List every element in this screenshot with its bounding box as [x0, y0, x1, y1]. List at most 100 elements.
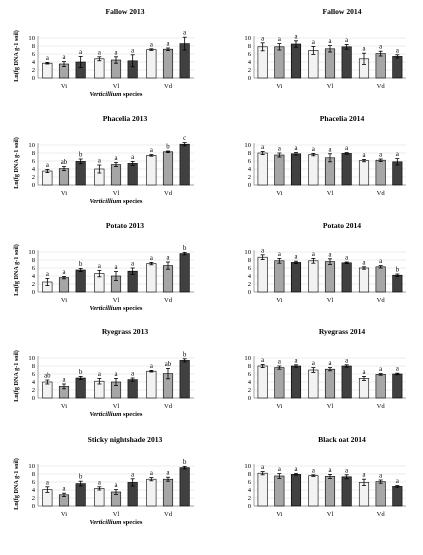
- y-tick-label: 0: [32, 182, 36, 189]
- y-tick-label: 0: [248, 503, 252, 510]
- significance-letter: a: [396, 47, 399, 54]
- bar-vi-s3: [75, 483, 86, 507]
- bar-vd-s2: [375, 481, 386, 507]
- significance-letter: a: [312, 146, 315, 153]
- x-tick-label: Vl: [113, 83, 120, 90]
- y-tick-label: 10: [28, 35, 35, 42]
- y-tick-label: 4: [248, 379, 252, 386]
- bar-vi-s1: [257, 152, 268, 186]
- x-tick-label: Vd: [377, 511, 386, 518]
- x-tick-label: Vl: [113, 297, 120, 304]
- y-tick-label: 0: [248, 182, 252, 189]
- bar-vd-s1: [146, 49, 157, 79]
- significance-letter: b: [79, 261, 83, 268]
- y-tick-label: 10: [244, 355, 251, 362]
- y-tick-label: 6: [248, 479, 252, 486]
- bar-vd-s1: [146, 155, 157, 186]
- bar-vi-s1: [257, 472, 268, 507]
- x-tick-label: Vi: [61, 511, 67, 518]
- significance-letter: a: [328, 360, 331, 367]
- x-axis-label: Verticillium species: [90, 519, 143, 526]
- significance-letter: a: [98, 49, 101, 56]
- significance-letter: a: [114, 371, 117, 378]
- x-axis-label-rest: species: [121, 305, 142, 312]
- y-tick-label: 8: [248, 257, 252, 264]
- significance-letter: a: [261, 144, 264, 151]
- bar-vi-s1: [42, 62, 53, 79]
- bar-vi-s3: [75, 161, 86, 186]
- x-axis-label: Verticillium species: [90, 411, 143, 418]
- x-axis-label-genus: Verticillium: [90, 198, 122, 205]
- significance-letter: a: [278, 359, 281, 366]
- x-tick-label: Vl: [113, 190, 120, 197]
- x-tick-label: Vd: [164, 403, 173, 410]
- significance-letter: a: [379, 258, 382, 265]
- significance-letter: a: [312, 39, 315, 46]
- bar-vi-s3: [290, 365, 302, 399]
- significance-letter: a: [362, 259, 365, 266]
- bar-vl-s3: [127, 163, 138, 186]
- bar-vl-s3: [341, 365, 352, 399]
- x-tick-label: Vl: [327, 511, 334, 518]
- bar-vd-s3: [179, 253, 190, 293]
- significance-letter: a: [261, 35, 264, 42]
- significance-letter: b: [396, 267, 400, 274]
- bar-vl-s3: [341, 262, 352, 293]
- significance-letter: a: [278, 36, 281, 43]
- y-tick-label: 6: [248, 158, 252, 165]
- x-tick-label: Vl: [327, 403, 334, 410]
- y-axis-label: Ln(fg DNA g-1 soil): [13, 30, 20, 82]
- y-tick-label: 4: [32, 379, 36, 386]
- y-tick-label: 2: [32, 387, 35, 394]
- y-tick-label: 0: [32, 503, 36, 510]
- significance-letter: a: [114, 482, 117, 489]
- significance-letter: a: [345, 145, 348, 152]
- significance-letter: a: [166, 41, 169, 48]
- y-tick-label: 8: [32, 43, 36, 50]
- significance-letter: b: [79, 369, 83, 376]
- panel-title: Phacelia 2014: [320, 114, 365, 123]
- x-tick-label: Vl: [113, 403, 120, 410]
- bar-vi-s1: [42, 170, 53, 186]
- y-tick-label: 10: [28, 249, 35, 256]
- significance-letter: a: [62, 486, 65, 493]
- y-tick-label: 10: [28, 355, 35, 362]
- panel-title: Ryegrass 2013: [102, 327, 149, 336]
- bar-vi-s3: [75, 377, 86, 399]
- bar-vi-s3: [75, 269, 86, 293]
- y-tick-label: 6: [32, 158, 36, 165]
- bar-vi-s3: [290, 262, 302, 293]
- x-tick-label: Vd: [377, 83, 386, 90]
- bar-vd-s2: [375, 266, 386, 293]
- bar-vl-s3: [127, 379, 138, 399]
- y-tick-label: 10: [244, 35, 251, 42]
- significance-letter: a: [379, 152, 382, 159]
- x-tick-label: Vl: [327, 83, 334, 90]
- significance-letter: a: [183, 30, 186, 37]
- y-tick-label: 10: [28, 142, 35, 149]
- significance-letter: a: [46, 162, 49, 169]
- significance-letter: a: [396, 366, 399, 373]
- significance-letter: a: [312, 467, 315, 474]
- x-tick-label: Vi: [61, 403, 67, 410]
- significance-letter: a: [46, 55, 49, 62]
- bar-vd-s2: [375, 374, 386, 399]
- y-tick-label: 4: [32, 273, 36, 280]
- bar-vd-s2: [162, 151, 174, 186]
- significance-letter: a: [98, 263, 101, 270]
- significance-letter: a: [98, 479, 101, 486]
- bar-vd-s1: [146, 370, 157, 399]
- y-tick-label: 6: [32, 265, 36, 272]
- bar-vd-s1: [146, 478, 157, 507]
- significance-letter: a: [150, 41, 153, 48]
- bar-vd-s3: [392, 274, 403, 293]
- y-axis-label: Ln(fg DNA g-1 soil): [13, 350, 20, 402]
- y-tick-label: 6: [32, 479, 36, 486]
- significance-letter: a: [294, 145, 297, 152]
- bar-vd-s2: [162, 48, 174, 79]
- significance-letter: ab: [61, 159, 68, 166]
- significance-letter: a: [345, 37, 348, 44]
